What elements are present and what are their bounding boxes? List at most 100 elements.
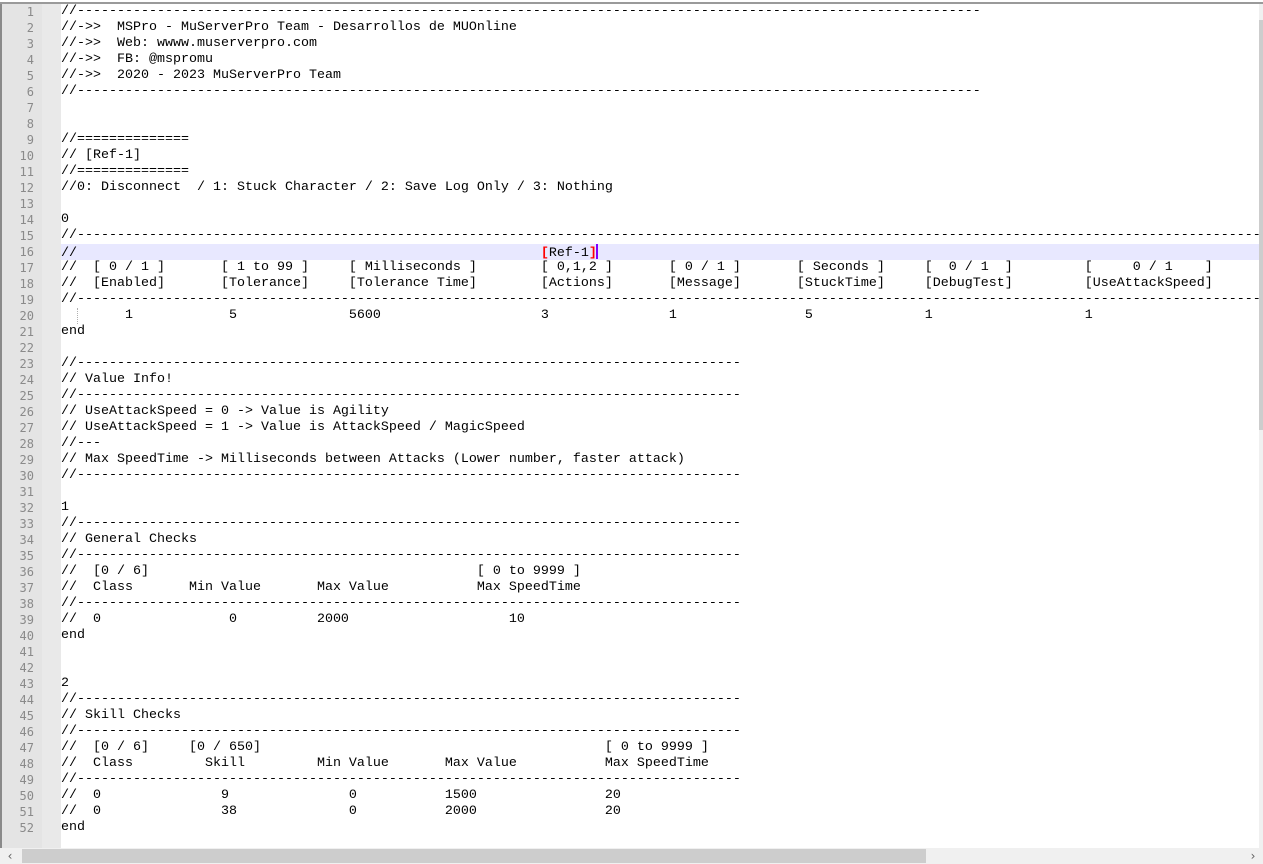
- code-line[interactable]: 5 //->> 2020 - 2023 MuServerPro Team: [2, 68, 1259, 84]
- line-text[interactable]: // Class Skill Min Value Max Value Max S…: [61, 756, 709, 771]
- code-line[interactable]: 37 // Class Min Value Max Value Max Speed…: [2, 580, 1259, 596]
- code-line[interactable]: 17 // [ 0 / 1 ] [ 1 to 99 ] [ Millisecond…: [2, 260, 1259, 276]
- code-line[interactable]: 15 //------------------------------------…: [2, 228, 1259, 244]
- code-line[interactable]: 7: [2, 100, 1259, 116]
- code-line[interactable]: 9 //==============: [2, 132, 1259, 148]
- line-text[interactable]: //--------------------------------------…: [61, 548, 741, 563]
- code-line[interactable]: 14 0: [2, 212, 1259, 228]
- code-line[interactable]: 18 // [Enabled] [Tolerance] [Tolerance Ti…: [2, 276, 1259, 292]
- line-text[interactable]: //--------------------------------------…: [61, 772, 741, 787]
- fold-margin[interactable]: [42, 4, 61, 848]
- line-text[interactable]: //--------------------------------------…: [61, 228, 1259, 243]
- code-line[interactable]: 11 //==============: [2, 164, 1259, 180]
- vertical-scrollbar-thumb[interactable]: [1259, 20, 1263, 430]
- code-line[interactable]: 26 // UseAttackSpeed = 0 -> Value is Agil…: [2, 404, 1259, 420]
- code-line[interactable]: 21 end: [2, 324, 1259, 340]
- line-text[interactable]: //--------------------------------------…: [61, 292, 1259, 307]
- line-text[interactable]: 1: [61, 500, 69, 515]
- line-text[interactable]: // UseAttackSpeed = 1 -> Value is Attack…: [61, 420, 525, 435]
- code-line[interactable]: 24 // Value Info!: [2, 372, 1259, 388]
- code-line[interactable]: 42: [2, 660, 1259, 676]
- line-text[interactable]: //--------------------------------------…: [61, 692, 741, 707]
- line-text[interactable]: //0: Disconnect / 1: Stuck Character / 2…: [61, 180, 613, 195]
- vertical-scrollbar[interactable]: [1259, 4, 1263, 848]
- line-text[interactable]: end: [61, 324, 85, 339]
- code-lines[interactable]: 1//-------------------------------------…: [2, 4, 1259, 836]
- code-line[interactable]: 2 //->> MSPro - MuServerPro Team - Desarr…: [2, 20, 1259, 36]
- code-line[interactable]: 51 // 0 38 0 2000 20: [2, 804, 1259, 820]
- line-text[interactable]: //->> FB: @mspromu: [61, 52, 213, 67]
- line-text[interactable]: // Max SpeedTime -> Milliseconds between…: [61, 452, 685, 467]
- line-text[interactable]: //->> MSPro - MuServerPro Team - Desarro…: [61, 20, 517, 35]
- code-line[interactable]: 33 //------------------------------------…: [2, 516, 1259, 532]
- code-line[interactable]: 10 // [Ref-1]: [2, 148, 1259, 164]
- line-text[interactable]: // [0 / 6] [0 / 650] [ 0 to 9999 ]: [61, 740, 709, 755]
- code-line[interactable]: 44 //------------------------------------…: [2, 692, 1259, 708]
- code-line[interactable]: 31: [2, 484, 1259, 500]
- code-line[interactable]: 3 //->> Web: wwww.muserverpro.com: [2, 36, 1259, 52]
- line-text[interactable]: end: [61, 628, 85, 643]
- code-line[interactable]: 1 //-------------------------------------…: [2, 4, 1259, 20]
- code-line[interactable]: 13: [2, 196, 1259, 212]
- line-text[interactable]: 0: [61, 212, 69, 227]
- code-line[interactable]: 34 // General Checks: [2, 532, 1259, 548]
- code-line[interactable]: 40 end: [2, 628, 1259, 644]
- code-line[interactable]: 30 //------------------------------------…: [2, 468, 1259, 484]
- line-text[interactable]: //--------------------------------------…: [61, 516, 741, 531]
- code-line[interactable]: 25 //------------------------------------…: [2, 388, 1259, 404]
- code-line[interactable]: 43 2: [2, 676, 1259, 692]
- code-line[interactable]: 36 // [0 / 6] [ 0 to 9999 ]: [2, 564, 1259, 580]
- code-line[interactable]: 20 1 5 5600 3 1 5 1 1: [2, 308, 1259, 324]
- line-text[interactable]: //--------------------------------------…: [61, 468, 741, 483]
- code-line[interactable]: 39 // 0 0 2000 10: [2, 612, 1259, 628]
- code-line[interactable]: 52 end: [2, 820, 1259, 836]
- horizontal-scrollbar[interactable]: ‹ ›: [0, 848, 1263, 864]
- code-line[interactable]: 28 //---: [2, 436, 1259, 452]
- code-line[interactable]: 35 //------------------------------------…: [2, 548, 1259, 564]
- line-text[interactable]: // [Ref-1]: [61, 244, 598, 262]
- line-text[interactable]: //->> 2020 - 2023 MuServerPro Team: [61, 68, 341, 83]
- line-text[interactable]: // 0 38 0 2000 20: [61, 804, 621, 819]
- line-text[interactable]: 2: [61, 676, 69, 691]
- line-text[interactable]: // Value Info!: [61, 372, 173, 387]
- line-text[interactable]: // [0 / 6] [ 0 to 9999 ]: [61, 564, 581, 579]
- scroll-right-arrow-icon[interactable]: ›: [1250, 849, 1256, 863]
- scroll-left-arrow-icon[interactable]: ‹: [7, 849, 13, 863]
- code-line[interactable]: 4 //->> FB: @mspromu: [2, 52, 1259, 68]
- line-text[interactable]: //---: [61, 436, 101, 451]
- code-line[interactable]: 27 // UseAttackSpeed = 1 -> Value is Atta…: [2, 420, 1259, 436]
- code-line[interactable]: 38 //------------------------------------…: [2, 596, 1259, 612]
- line-text[interactable]: // General Checks: [61, 532, 197, 547]
- line-text[interactable]: //--------------------------------------…: [61, 356, 741, 371]
- line-text[interactable]: //--------------------------------------…: [61, 388, 741, 403]
- code-line[interactable]: 47 // [0 / 6] [0 / 650] [ 0 to 9999 ]: [2, 740, 1259, 756]
- line-text[interactable]: // Class Min Value Max Value Max SpeedTi…: [61, 580, 581, 595]
- line-text[interactable]: // 0 0 2000 10: [61, 612, 525, 627]
- line-text[interactable]: //->> Web: wwww.muserverpro.com: [61, 36, 317, 51]
- code-line[interactable]: 46 //------------------------------------…: [2, 724, 1259, 740]
- code-line[interactable]: 49 //------------------------------------…: [2, 772, 1259, 788]
- code-editor[interactable]: 1//-------------------------------------…: [0, 4, 1259, 848]
- line-text[interactable]: 1 5 5600 3 1 5 1 1: [61, 308, 1093, 323]
- code-line[interactable]: 29 // Max SpeedTime -> Milliseconds betwe…: [2, 452, 1259, 468]
- line-text[interactable]: //--------------------------------------…: [61, 596, 741, 611]
- code-line[interactable]: 41: [2, 644, 1259, 660]
- code-line[interactable]: 50 // 0 9 0 1500 20: [2, 788, 1259, 804]
- code-line[interactable]: 48 // Class Skill Min Value Max Value Max…: [2, 756, 1259, 772]
- line-text[interactable]: // [Enabled] [Tolerance] [Tolerance Time…: [61, 276, 1213, 291]
- code-line[interactable]: 23 //------------------------------------…: [2, 356, 1259, 372]
- code-line[interactable]: 12 //0: Disconnect / 1: Stuck Character /…: [2, 180, 1259, 196]
- code-line[interactable]: 16 // [Ref-1]: [2, 244, 1259, 262]
- line-text[interactable]: // [ 0 / 1 ] [ 1 to 99 ] [ Milliseconds …: [61, 260, 1213, 275]
- line-text[interactable]: end: [61, 820, 85, 835]
- line-text[interactable]: // [Ref-1]: [61, 148, 141, 163]
- code-line[interactable]: 22: [2, 340, 1259, 356]
- line-text[interactable]: //==============: [61, 132, 189, 147]
- code-line[interactable]: 32 1: [2, 500, 1259, 516]
- code-line[interactable]: 6 //-------------------------------------…: [2, 84, 1259, 100]
- line-text[interactable]: //==============: [61, 164, 189, 179]
- code-line[interactable]: 8: [2, 116, 1259, 132]
- line-text[interactable]: //--------------------------------------…: [61, 4, 981, 19]
- horizontal-scrollbar-thumb[interactable]: [22, 849, 926, 863]
- line-text[interactable]: //--------------------------------------…: [61, 724, 741, 739]
